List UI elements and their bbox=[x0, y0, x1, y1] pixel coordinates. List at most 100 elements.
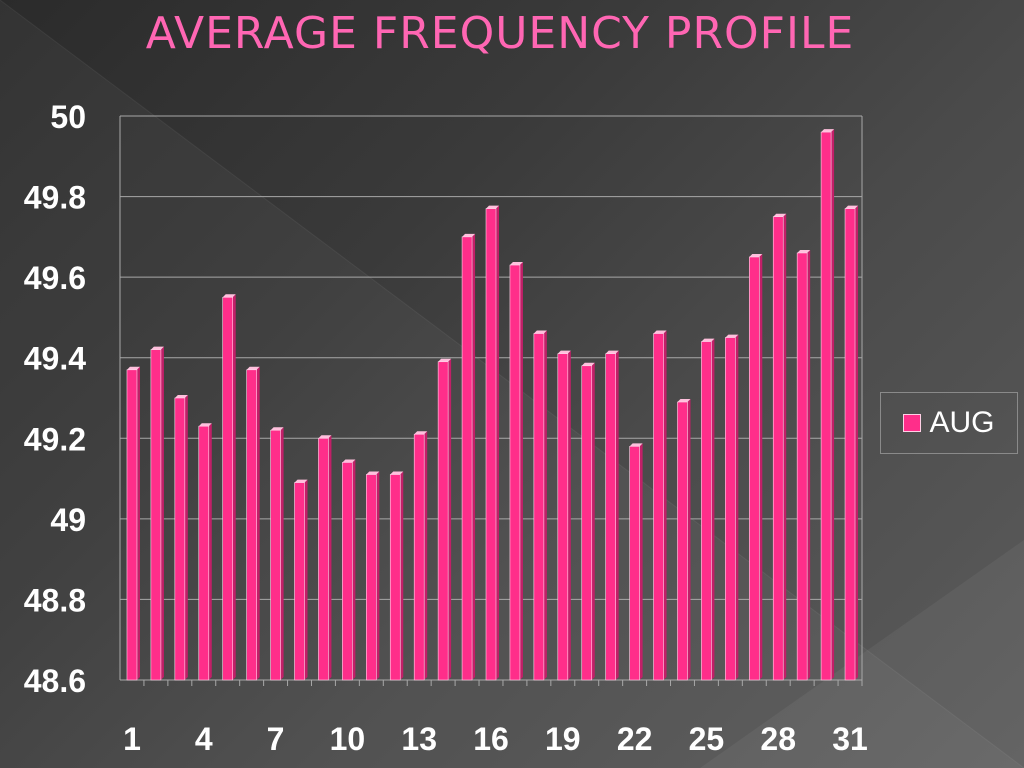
x-tick-label: 22 bbox=[617, 721, 653, 757]
bar bbox=[820, 131, 832, 681]
bar-side bbox=[232, 294, 236, 680]
bar bbox=[605, 353, 616, 681]
y-tick-label: 49.8 bbox=[24, 180, 86, 216]
x-tick-label: 7 bbox=[267, 721, 285, 757]
bar-side bbox=[711, 338, 715, 680]
x-tick-label: 10 bbox=[330, 721, 366, 757]
bar-top bbox=[486, 205, 499, 209]
bar bbox=[844, 208, 856, 681]
bar-side bbox=[472, 233, 476, 680]
bar-side bbox=[855, 205, 859, 680]
x-tick-label: 19 bbox=[545, 721, 581, 757]
bar bbox=[701, 341, 712, 681]
y-tick-label: 49 bbox=[50, 502, 86, 538]
bar bbox=[461, 236, 473, 681]
x-tick-label: 25 bbox=[689, 721, 725, 757]
bar bbox=[437, 361, 449, 681]
y-tick-label: 49.6 bbox=[24, 260, 86, 296]
bar-top bbox=[318, 435, 332, 439]
bar bbox=[725, 337, 736, 681]
y-tick-label: 50 bbox=[50, 99, 86, 135]
bar-side bbox=[639, 443, 643, 680]
bar-side bbox=[735, 334, 739, 680]
x-tick-label: 31 bbox=[832, 721, 868, 757]
bar-side bbox=[328, 435, 332, 680]
bar-top bbox=[222, 294, 236, 298]
bar bbox=[677, 401, 688, 681]
bar-side bbox=[256, 366, 260, 680]
x-tick-label: 1 bbox=[123, 721, 141, 757]
bar-side bbox=[304, 479, 308, 680]
bar-side bbox=[807, 249, 811, 680]
bar bbox=[389, 474, 401, 681]
bar-side bbox=[400, 471, 404, 680]
bar-top bbox=[462, 233, 476, 237]
bar-side bbox=[831, 129, 835, 681]
x-tick-label: 28 bbox=[760, 721, 796, 757]
bar-top bbox=[581, 362, 595, 366]
bar-top bbox=[174, 395, 188, 398]
legend-label-aug: AUG bbox=[929, 406, 995, 439]
bar-top bbox=[821, 129, 835, 133]
bar bbox=[270, 429, 281, 681]
bar-side bbox=[591, 362, 595, 680]
bar-top bbox=[438, 358, 452, 362]
bar-side bbox=[280, 427, 284, 680]
bar bbox=[413, 433, 425, 681]
bar-side bbox=[208, 423, 212, 680]
bar-top bbox=[629, 443, 643, 447]
bar-top bbox=[557, 350, 571, 354]
bar bbox=[485, 208, 497, 681]
bar-top bbox=[509, 262, 523, 266]
bar-side bbox=[615, 350, 619, 680]
bar-side bbox=[759, 254, 763, 680]
bar-top bbox=[390, 471, 404, 475]
bar-top bbox=[677, 399, 691, 403]
bar bbox=[150, 349, 162, 681]
bar-top bbox=[725, 334, 739, 338]
bar-side bbox=[352, 459, 356, 680]
bar-top bbox=[198, 423, 212, 427]
bar-side bbox=[663, 330, 667, 680]
x-tick-label: 16 bbox=[473, 721, 509, 757]
bar-side bbox=[567, 350, 571, 680]
bar bbox=[796, 252, 808, 681]
bar-top bbox=[749, 254, 763, 257]
bar bbox=[246, 369, 257, 681]
bar-side bbox=[687, 399, 691, 680]
bar-top bbox=[653, 330, 667, 334]
bar-side bbox=[543, 330, 547, 680]
y-tick-label: 49.4 bbox=[24, 341, 86, 377]
bar bbox=[748, 256, 760, 681]
y-tick-label: 48.6 bbox=[24, 663, 86, 699]
bar-top bbox=[414, 431, 428, 435]
bar-top bbox=[150, 346, 164, 350]
bar bbox=[772, 216, 784, 681]
bar-top bbox=[773, 213, 787, 217]
bar-top bbox=[533, 330, 547, 334]
bar bbox=[342, 462, 353, 681]
bar bbox=[318, 437, 329, 681]
bar-top bbox=[294, 479, 308, 483]
bar bbox=[629, 446, 640, 681]
bar bbox=[653, 333, 664, 681]
y-tick-label: 49.2 bbox=[24, 421, 86, 457]
bar bbox=[174, 397, 186, 681]
bar bbox=[222, 296, 234, 681]
bar-side bbox=[783, 213, 787, 680]
y-tick-label: 48.8 bbox=[24, 582, 86, 618]
bar-top bbox=[797, 249, 811, 253]
bar-top bbox=[342, 459, 356, 463]
x-tick-label: 4 bbox=[195, 721, 213, 757]
bar-side bbox=[376, 471, 380, 680]
legend-swatch bbox=[903, 414, 922, 432]
bar-top bbox=[366, 471, 380, 475]
bar bbox=[198, 425, 210, 681]
bar bbox=[557, 353, 569, 681]
bar-top bbox=[126, 366, 140, 370]
bar bbox=[533, 333, 545, 681]
bar-side bbox=[448, 358, 452, 680]
bar-side bbox=[160, 346, 164, 680]
bar-top bbox=[605, 350, 619, 354]
